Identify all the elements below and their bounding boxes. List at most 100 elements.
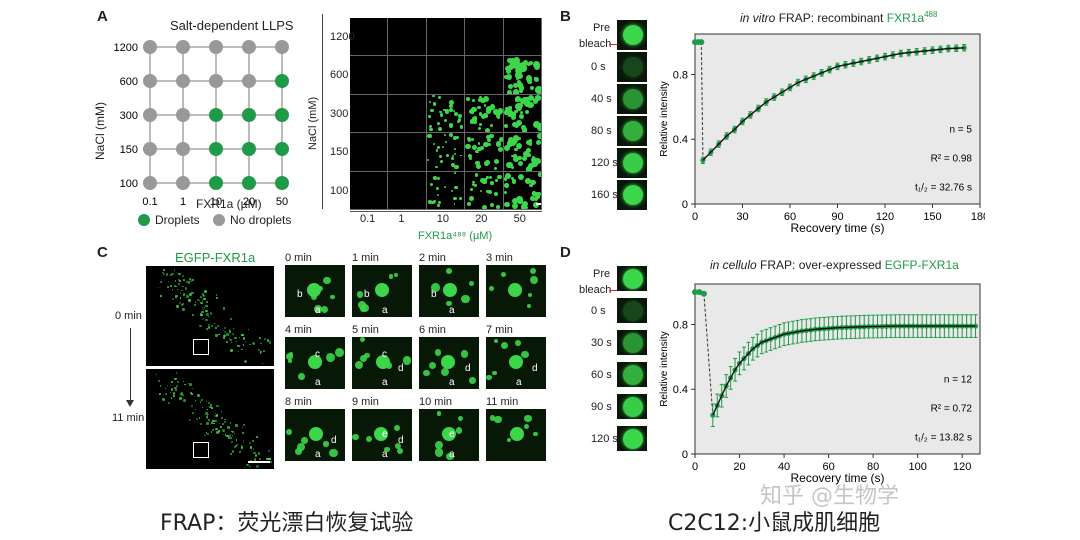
chart-b-data-point	[961, 45, 967, 51]
droplet-dot	[520, 97, 527, 104]
granule-dot	[445, 268, 452, 275]
granule-dot	[242, 439, 244, 442]
time-lapse-tile	[486, 409, 546, 461]
granule-dot	[206, 432, 210, 436]
granule-dot	[529, 267, 537, 274]
droplet-image-cell	[350, 18, 389, 57]
droplet-dot	[477, 141, 481, 145]
droplet-image-cell	[388, 171, 427, 210]
droplet-dot	[472, 145, 478, 150]
droplet-dot	[509, 57, 517, 65]
granule-letter-label: c	[315, 349, 320, 360]
granule-dot	[206, 414, 208, 416]
droplet-image-cell	[503, 56, 542, 95]
granule-dot	[223, 434, 225, 436]
granule-dot	[191, 388, 193, 390]
droplet-dot	[532, 120, 541, 128]
granule-dot	[174, 280, 177, 282]
droplet-dot	[535, 85, 541, 94]
chart-d-stat: n = 12	[944, 375, 973, 386]
granule-dot	[393, 272, 399, 278]
droplet-dot	[473, 116, 478, 121]
droplet-dot	[516, 105, 523, 111]
droplet-dot	[488, 175, 492, 179]
granule-letter-label: a	[315, 377, 321, 388]
granule-dot	[170, 388, 174, 391]
granule-dot	[171, 298, 174, 301]
droplet-dot	[489, 133, 494, 139]
scale-bar	[536, 203, 541, 205]
droplet-dot	[480, 146, 485, 151]
droplet-dot	[471, 183, 476, 187]
chart-b-xtick: 90	[831, 211, 843, 223]
droplet-dot	[455, 186, 458, 189]
granule-dot	[486, 374, 492, 381]
granule-dot	[211, 428, 214, 431]
droplet-dot	[436, 121, 440, 125]
chart-d-ylabel: Relative intensity	[659, 331, 670, 407]
chart-d-xtick: 20	[733, 461, 745, 473]
frap-chart-in-cellulo: 0 20 40 60 80 100 120 0 0.4 0.8 Recovery time (s) R…	[659, 283, 981, 485]
granule-dot	[188, 299, 190, 301]
granule-dot	[209, 405, 213, 409]
granule-dot	[198, 417, 201, 419]
granule-dot	[422, 369, 430, 377]
granule-dot	[225, 341, 228, 344]
granule-dot	[184, 383, 186, 386]
condensate-dot	[623, 57, 643, 77]
granule-dot	[532, 431, 538, 437]
granule-dot	[220, 410, 223, 413]
granule-dot	[229, 329, 231, 331]
granule-dot	[213, 415, 217, 418]
chart-d-xtick: 60	[822, 461, 834, 473]
droplet-dot	[483, 104, 487, 108]
cell-image-0min	[146, 266, 274, 366]
droplet-dot	[531, 191, 537, 196]
b-strip-time-label: 0 s	[591, 61, 606, 73]
granule-dot	[188, 277, 192, 281]
tile-time-label: 7 min	[486, 324, 513, 336]
droplet-dot	[483, 112, 489, 119]
droplet-dot	[483, 141, 489, 147]
image-fxr-tick: 0.1	[360, 213, 376, 225]
granule-dot	[205, 400, 208, 403]
granule-letter-label: a	[315, 305, 321, 316]
granule-dot	[178, 301, 182, 305]
b-frap-image	[617, 20, 647, 50]
granule-dot	[201, 318, 204, 321]
droplet-dot	[432, 94, 435, 98]
droplet-dot	[459, 196, 462, 200]
droplet-dot	[496, 204, 501, 209]
granule-letter-label: d	[465, 363, 471, 374]
droplet-image-cell	[426, 133, 466, 172]
b-frap-image	[617, 180, 647, 210]
droplet-image-grid	[350, 18, 542, 210]
granule-dot	[159, 384, 162, 387]
granule-letter-label: a	[382, 449, 388, 460]
granule-dot	[179, 292, 182, 295]
granule-dot	[182, 286, 184, 288]
granule-dot	[175, 372, 177, 374]
droplet-dot	[431, 201, 435, 205]
droplet-dot	[516, 196, 523, 203]
tile-time-label: 11 min	[486, 396, 519, 408]
granule-dot	[488, 286, 494, 291]
droplet-dot	[526, 139, 532, 146]
granule-dot	[173, 269, 175, 271]
granule-dot	[204, 290, 207, 293]
granule-dot	[244, 360, 247, 363]
droplet-dot	[512, 57, 520, 65]
granule-dot	[155, 373, 158, 376]
tile-time-label: 3 min	[486, 252, 513, 264]
d-strip-label-bleach: bleach	[579, 284, 612, 296]
frap-chart-in-vitro: 0 30 60 90 120 150 180 0 0.4 0.8 Recovery time (s)…	[659, 33, 985, 235]
droplet-dot	[490, 181, 494, 185]
chart-d-ytick: 0	[682, 449, 688, 461]
granule-dot	[220, 426, 223, 429]
granule-letter-label: e	[449, 429, 455, 440]
droplet-dot	[522, 150, 530, 158]
droplet-dot	[495, 179, 498, 182]
fxr-tick: 0.1	[142, 196, 157, 208]
image-nacl-tick: 100	[330, 184, 349, 197]
